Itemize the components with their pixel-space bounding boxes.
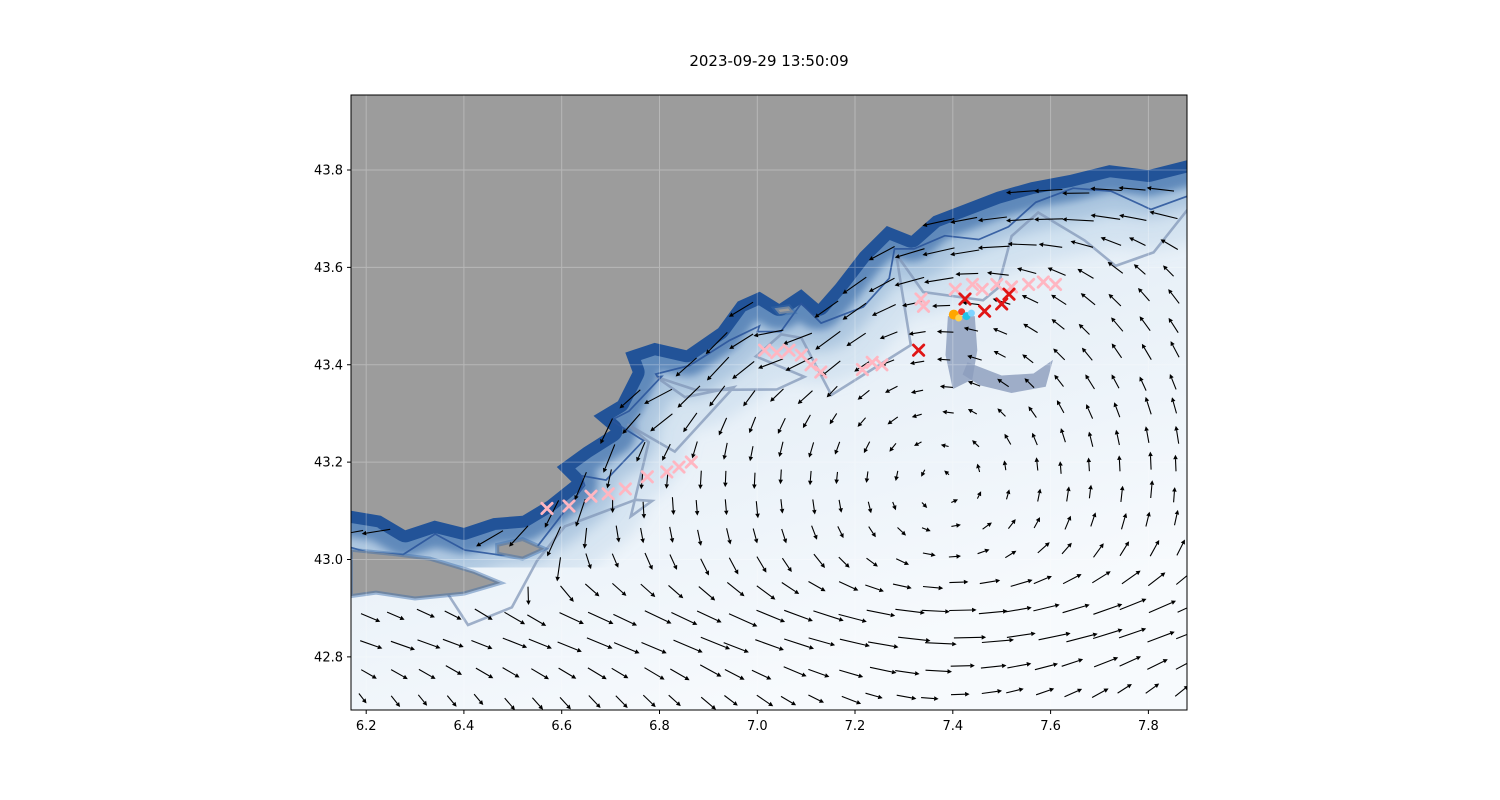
land-polygon xyxy=(351,95,1187,531)
tick-labels: 6.2 6.4 6.6 6.8 7.0 7.2 7.4 7.6 7.8 42.8 43.0 43.2 4… xyxy=(314,164,1159,735)
scatter-dot xyxy=(967,309,975,317)
quiver-arrows xyxy=(351,185,1187,710)
x-tick-label: 7.4 xyxy=(942,719,963,734)
scatter-dot-cluster xyxy=(948,308,975,322)
scatter-dot xyxy=(955,314,963,322)
y-tick-label: 43.0 xyxy=(314,553,343,568)
x-tick-label: 7.2 xyxy=(845,719,866,734)
plot-frame xyxy=(350,94,1188,711)
y-tick-label: 43.6 xyxy=(314,261,343,276)
island-polygon xyxy=(770,304,798,317)
graticule-gridlines xyxy=(351,95,1187,710)
island-polygon xyxy=(351,547,507,601)
y-tick-label: 42.8 xyxy=(314,650,343,665)
x-tick-label: 7.6 xyxy=(1040,719,1061,734)
island-polygon xyxy=(495,537,550,561)
scatter-dot xyxy=(958,308,966,316)
y-tick-label: 43.8 xyxy=(314,164,343,179)
x-tick-label: 6.4 xyxy=(454,719,475,734)
red-x-markers xyxy=(912,287,1016,357)
y-tick-label: 43.4 xyxy=(314,358,343,373)
pink-x-markers xyxy=(540,275,1063,515)
tick-marks xyxy=(347,169,1149,714)
x-tick-label: 6.8 xyxy=(649,719,670,734)
y-tick-label: 43.2 xyxy=(314,456,343,471)
x-tick-label: 7.0 xyxy=(747,719,768,734)
x-tick-label: 6.6 xyxy=(551,719,572,734)
x-tick-label: 6.2 xyxy=(356,719,377,734)
x-tick-label: 7.8 xyxy=(1138,719,1159,734)
plot-title: 2023-09-29 13:50:09 xyxy=(689,52,849,70)
